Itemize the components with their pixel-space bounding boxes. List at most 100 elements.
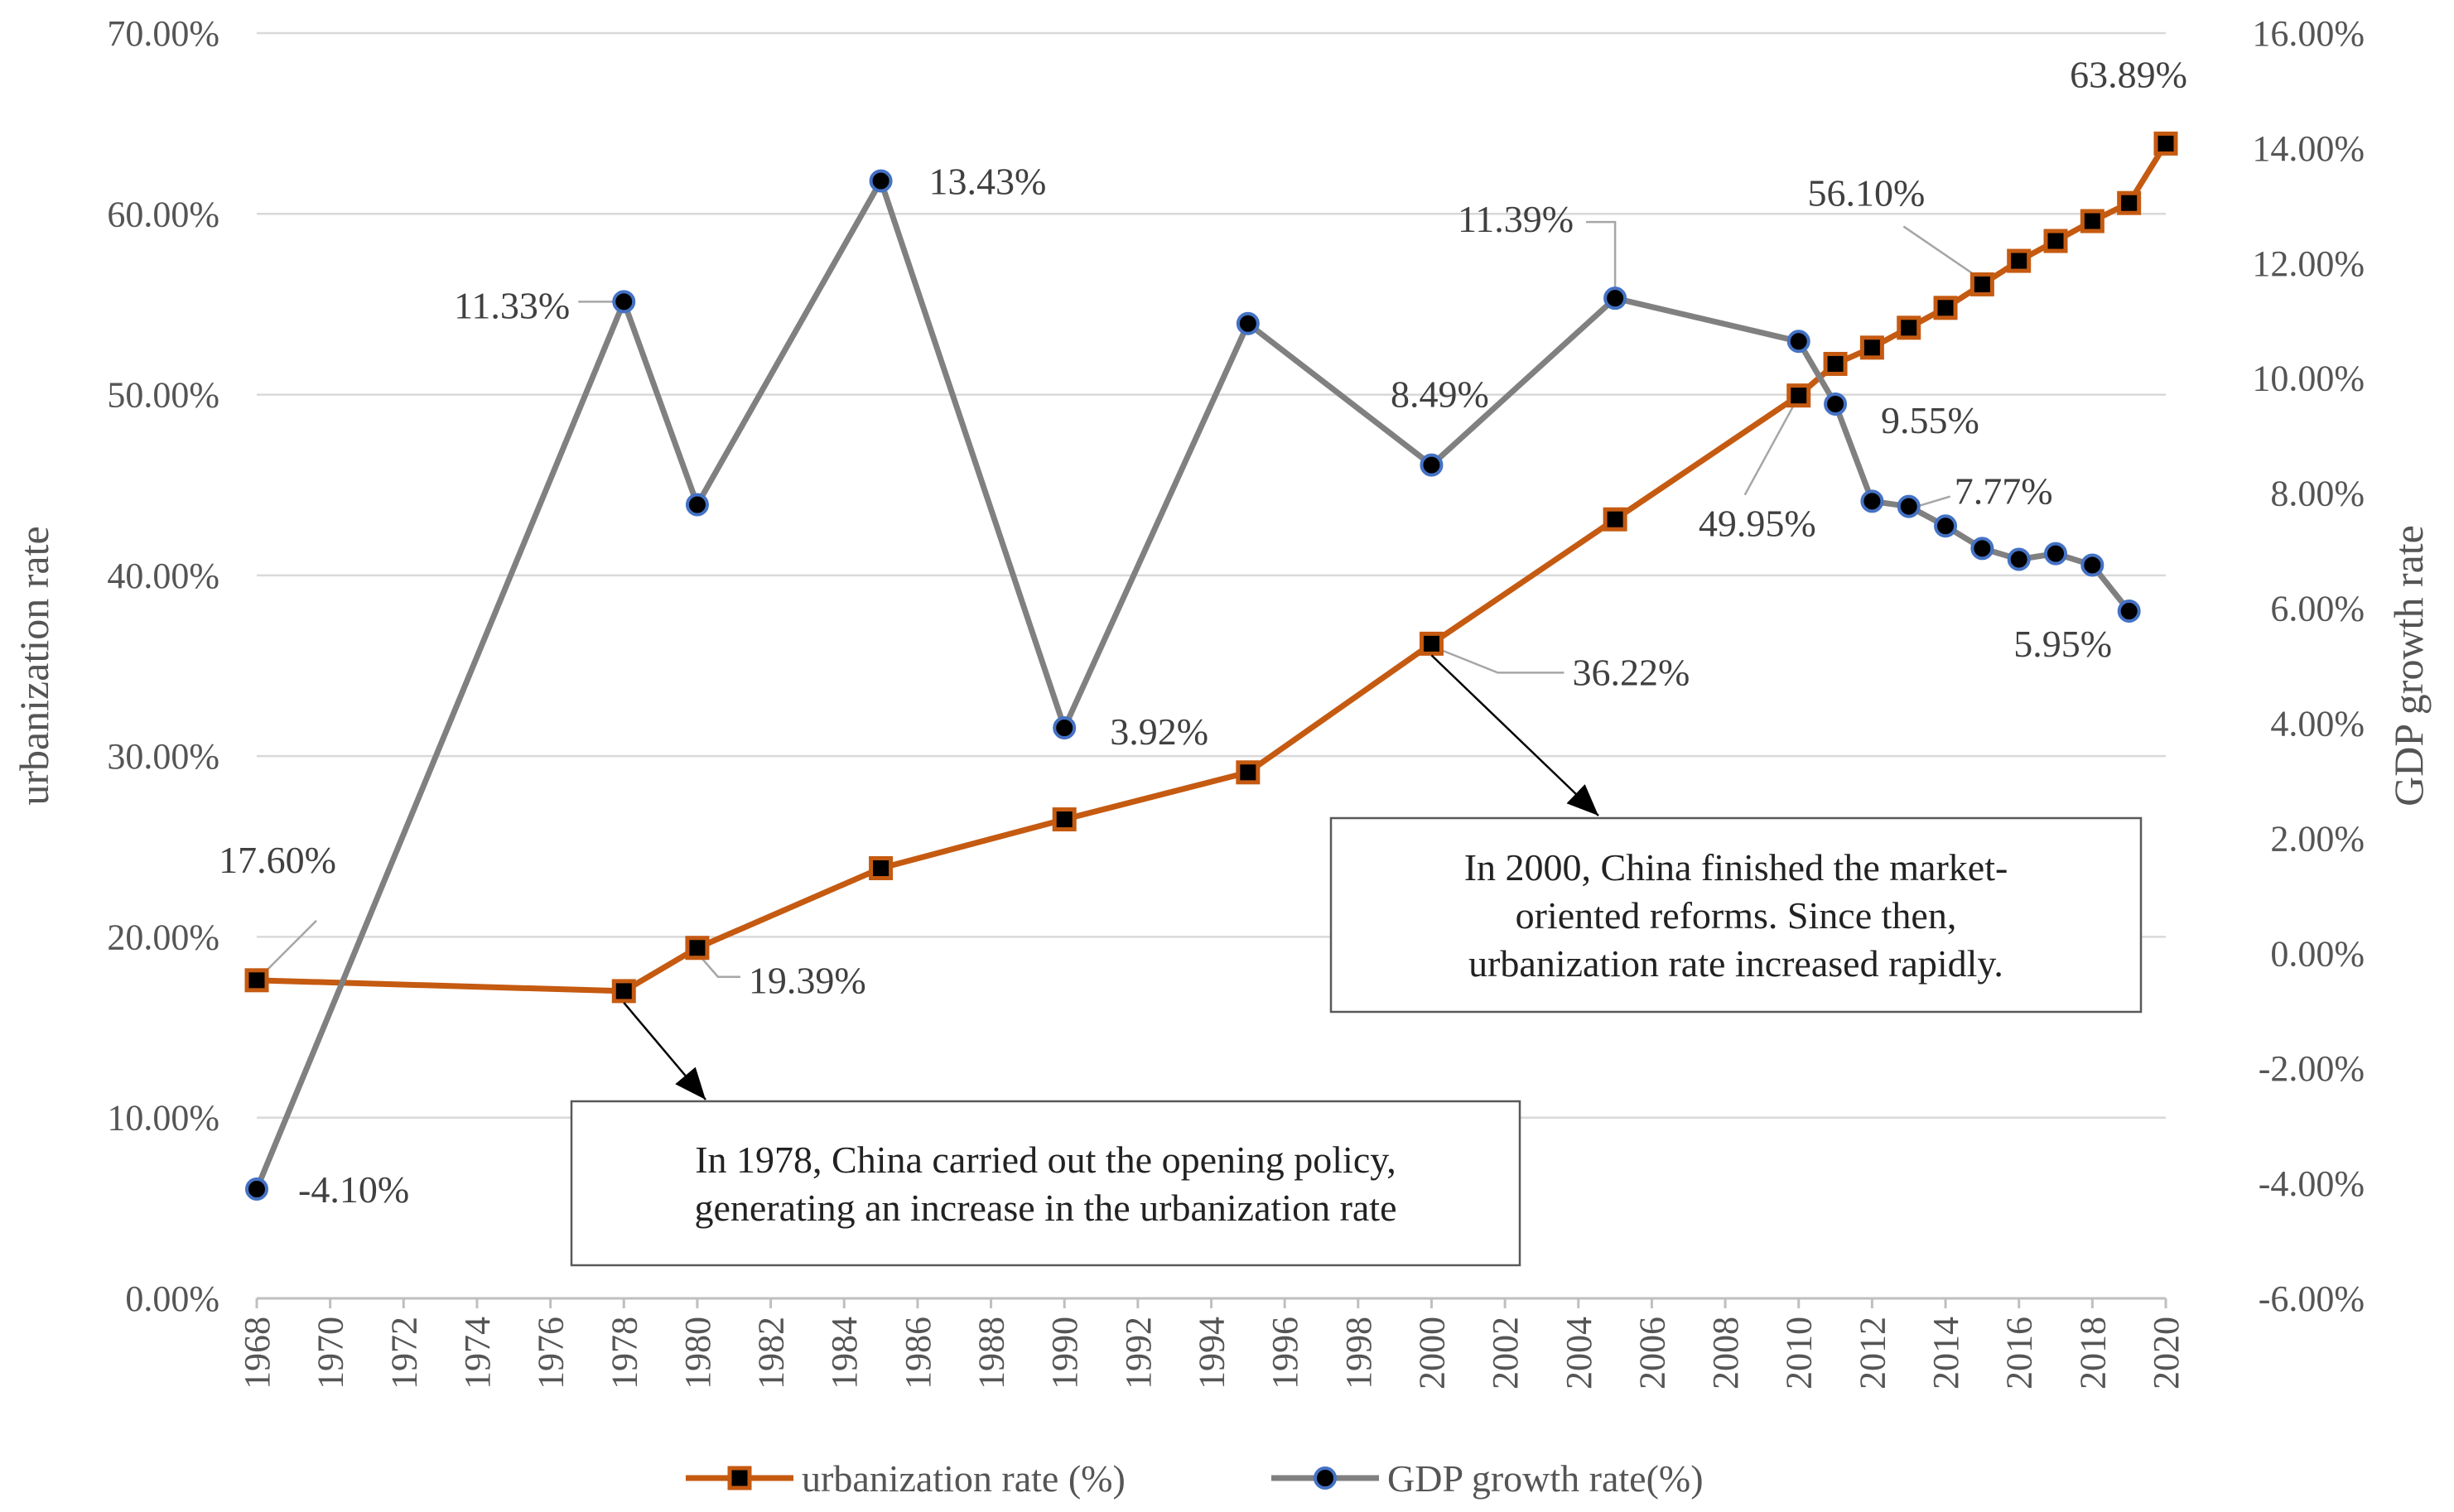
x-tick-label: 1974 [457,1317,498,1389]
legend-marker [727,1466,752,1490]
annotation-arrow-line [1430,654,1599,816]
x-axis-ticks: 1968 1970 1972 1974 1976 1978 1980 1982 1984 1986… [237,1298,2186,1389]
x-tick-label: 1982 [751,1317,792,1389]
data-point [2117,600,2141,624]
data-point [611,979,636,1004]
data-point [2044,542,2068,566]
data-label: 3.92% [1110,710,1208,753]
left-tick-label: 30.00% [107,736,219,777]
left-tick-label: 60.00% [107,194,219,234]
annotations: In 1978, China carried out the opening p… [570,654,2143,1267]
data-labels: 17.60% 19.39% 36.22% 49.95% 56.10% 63.89% -4.1… [219,53,2187,1211]
data-label: 13.43% [929,160,1047,202]
data-point [1969,272,1994,296]
x-tick-label: 1972 [383,1317,424,1389]
annotation-2: In 2000, China finished the market-orien… [1329,654,2143,1014]
leader-line [1743,403,1796,496]
data-point [1823,351,1848,376]
data-point [1236,311,1260,335]
x-tick-label: 1984 [824,1317,865,1389]
left-tick-label: 20.00% [107,917,219,957]
data-point [245,1177,268,1201]
legend-item-1: urbanization rate (%) [686,1457,1126,1500]
left-tick-label: 0.00% [125,1278,219,1319]
right-axis-title: GDP growth rate [2385,525,2432,807]
left-axis-ticks: 0.00% 10.00% 20.00% 30.00% 40.00% 50.00% 60.00… [107,13,219,1319]
legend-item-2: GDP growth rate(%) [1271,1457,1704,1500]
data-label: 11.33% [454,284,570,326]
data-point [1934,514,1958,538]
annotation-box [1329,816,2143,1014]
x-tick-label: 2006 [1632,1317,1672,1389]
legend-label: urbanization rate (%) [802,1457,1126,1500]
data-point [1603,507,1627,532]
x-tick-label: 1976 [531,1317,571,1389]
data-point [1860,489,1884,513]
annotation-text-line: generating an increase in the urbanizati… [694,1187,1396,1229]
annotation-1: In 1978, China carried out the opening p… [570,1002,1521,1267]
data-point [685,936,710,961]
data-point [1824,392,1848,416]
x-tick-label: 2002 [1485,1317,1526,1389]
data-label: 17.60% [219,839,336,881]
annotation-text-line: urbanization rate increased rapidly. [1468,942,2003,985]
data-label: 5.95% [2013,623,2112,665]
leader-line [1434,647,1564,674]
data-point [1052,807,1077,832]
data-point [2153,131,2178,156]
series-line [253,177,2132,1191]
series-layer [244,131,2178,1201]
right-tick-label: 2.00% [2270,818,2365,859]
left-tick-label: 10.00% [107,1098,219,1139]
x-tick-label: 2014 [1926,1317,1966,1389]
data-point [1419,631,1444,656]
annotation-arrowhead [1566,784,1598,816]
x-tick-label: 2004 [1559,1317,1599,1389]
right-tick-label: -4.00% [2259,1163,2365,1204]
x-tick-label: 1986 [898,1317,938,1389]
data-point [1897,494,1921,518]
x-tick-label: 1996 [1265,1317,1305,1389]
data-point [869,855,894,880]
series-2 [245,169,2141,1201]
data-label: 9.55% [1881,399,1979,441]
x-tick-label: 1988 [971,1317,1012,1389]
x-tick-label: 2010 [1779,1317,1820,1389]
data-point [1933,296,1958,320]
right-tick-label: -2.00% [2259,1048,2365,1089]
x-tick-label: 1990 [1044,1317,1085,1389]
annotation-text-line: In 1978, China carried out the opening p… [695,1139,1396,1181]
data-label: 56.10% [1807,171,1925,214]
data-point [1603,287,1627,311]
data-point [2080,209,2104,234]
data-point [1236,760,1261,785]
right-tick-label: 14.00% [2252,128,2365,169]
data-point [1420,453,1444,477]
data-label: 11.39% [1458,198,1574,240]
x-tick-label: 1978 [604,1317,644,1389]
leader-line [1586,220,1617,289]
x-tick-label: 2000 [1411,1317,1452,1389]
series-1 [244,131,2178,1004]
leader-line [700,956,740,978]
annotation-text-line: oriented reforms. Since then, [1516,894,1957,937]
leader-line [1916,495,1951,508]
x-tick-label: 2018 [2072,1317,2113,1389]
x-tick-label: 1992 [1118,1317,1159,1389]
data-label: -4.10% [298,1168,409,1211]
right-tick-label: 6.00% [2270,589,2365,629]
data-point [2007,248,2032,273]
left-tick-label: 50.00% [107,375,219,416]
data-point [2007,547,2031,571]
data-point [2043,229,2068,253]
data-point [612,290,636,314]
x-tick-label: 2008 [1705,1317,1746,1389]
data-point [1053,716,1077,740]
legend: urbanization rate (%) GDP growth rate(%) [686,1457,1704,1500]
x-tick-label: 2012 [1852,1317,1892,1389]
left-tick-label: 70.00% [107,13,219,54]
x-tick-label: 1970 [311,1317,351,1389]
right-tick-label: 12.00% [2252,243,2365,284]
data-label: 36.22% [1572,651,1690,693]
